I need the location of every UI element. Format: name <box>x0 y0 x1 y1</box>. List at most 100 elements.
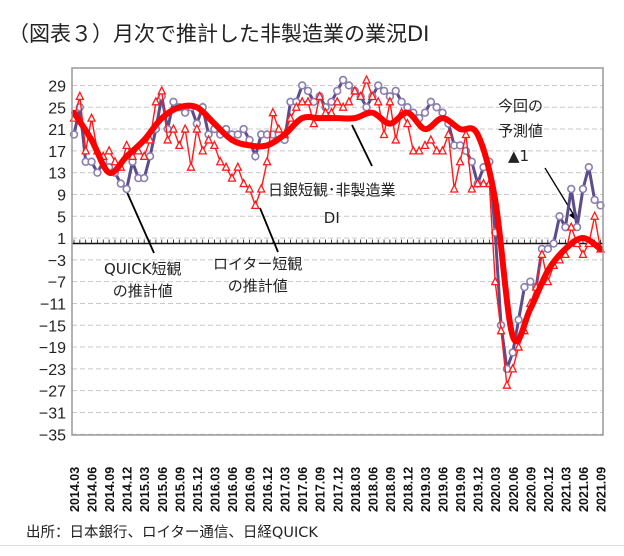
reuters-point <box>75 90 85 100</box>
reuters-point <box>408 145 418 155</box>
reuters-point <box>490 276 500 286</box>
reuters-point <box>326 107 336 117</box>
reuters-point <box>198 145 208 155</box>
reuters-point <box>315 90 325 100</box>
reuters-point <box>467 183 477 193</box>
reuters-point <box>449 183 459 193</box>
x-tick-label: 2016.03 <box>208 467 222 512</box>
reuters-point <box>461 129 471 139</box>
y-tick-label: 1 <box>57 231 66 248</box>
reuters-point <box>473 178 483 188</box>
annotation-leader-line <box>259 207 279 253</box>
x-tick-label: 2014.09 <box>103 467 117 512</box>
reuters-point <box>420 139 430 150</box>
quick-point <box>122 184 131 194</box>
quick-point <box>526 277 535 286</box>
y-tick-label: −11 <box>40 296 66 313</box>
x-tick-label: 2017.03 <box>279 467 293 512</box>
reuters-point <box>180 123 190 133</box>
x-tick-label: 2021.03 <box>559 467 573 512</box>
x-axis-labels: 2014.03 2014.06 2014.09 2014.12 2015.03 2015.… <box>68 467 609 512</box>
quick-point <box>549 239 558 248</box>
reuters-point <box>81 145 91 155</box>
y-tick-label: −23 <box>39 362 66 379</box>
quick-point <box>578 184 588 194</box>
reuters-point <box>209 139 219 150</box>
reuters-point <box>432 145 442 155</box>
annotation-leader-line <box>351 124 373 167</box>
quick-point <box>543 244 553 254</box>
forecast-value: ▲1 <box>508 147 530 165</box>
quick-point <box>391 86 400 96</box>
reuters-point <box>414 145 424 155</box>
quick-point <box>426 97 436 107</box>
quick-point <box>338 75 348 85</box>
reuters-point <box>373 96 383 106</box>
x-tick-label: 2021.06 <box>577 467 591 512</box>
x-tick-label: 2014.06 <box>86 467 100 512</box>
reuters-point <box>256 183 266 193</box>
y-tick-label: −3 <box>48 253 66 270</box>
quick-point <box>379 86 389 96</box>
x-tick-label: 2021.09 <box>595 467 609 512</box>
x-tick-label: 2019.12 <box>472 467 486 512</box>
x-tick-label: 2020.12 <box>542 467 556 512</box>
quick-point <box>584 163 593 172</box>
reuters-point <box>367 90 377 100</box>
forecast-annotation-line1: 今回の <box>498 97 544 115</box>
boj-annotation: 日銀短観･非製造業 DI <box>268 176 396 232</box>
y-tick-label: 9 <box>57 187 66 204</box>
y-tick-label: −15 <box>39 318 66 335</box>
y-tick-label: 29 <box>48 78 66 95</box>
reuters-point <box>168 123 179 133</box>
reuters-point <box>104 145 114 155</box>
reuters-point <box>590 210 600 220</box>
reuters-point <box>350 85 360 95</box>
reuters-point <box>151 96 161 106</box>
quick-point <box>233 130 243 139</box>
quick-point <box>93 168 102 177</box>
boj-annotation-line1: 日銀短観･非製造業 <box>268 181 396 199</box>
quick-point <box>520 282 529 292</box>
zero-axis <box>72 239 603 245</box>
quick-point <box>333 86 342 96</box>
reuters-point <box>437 145 448 155</box>
y-axis-labels: 29 25 21 17 13 9 5 1 −3 −7 −11 −15 −19 −23 −27 −31 −35 <box>39 78 66 444</box>
reuters-point <box>186 161 196 171</box>
reuters-point <box>578 248 588 259</box>
reuters-point <box>338 101 348 111</box>
x-tick-label: 2018.12 <box>401 467 415 512</box>
reuters-point <box>385 96 395 106</box>
gridlines <box>72 84 603 435</box>
reuters-point <box>221 161 231 171</box>
quick-point <box>374 81 383 90</box>
x-tick-label: 2018.06 <box>366 467 380 512</box>
reuters-point <box>203 134 214 144</box>
reuters-point <box>514 341 524 351</box>
quick-point <box>397 97 406 107</box>
quick-point <box>180 108 190 117</box>
x-tick-label: 2018.03 <box>349 467 363 512</box>
y-tick-label: −35 <box>39 427 66 444</box>
series-layer <box>69 74 606 389</box>
quick-point <box>169 97 178 107</box>
x-tick-label: 2014.03 <box>68 467 82 512</box>
y-tick-label: 13 <box>48 166 66 183</box>
plot-frame <box>71 67 604 436</box>
quick-annotation-line1: QUICK短観 <box>104 260 182 278</box>
quick-point <box>420 108 430 117</box>
reuters-point <box>262 156 272 166</box>
reuters-annotation-line1: ロイター短観 <box>213 255 303 273</box>
quick-annotation: QUICK短観 の推計値 <box>104 258 182 302</box>
x-tick-label: 2015.12 <box>191 467 205 512</box>
reuters-point <box>233 161 243 171</box>
y-tick-label: 25 <box>48 100 66 117</box>
chart-title: （図表３）月次で推計した非製造業の業況DI <box>8 22 430 46</box>
reuters-point <box>291 101 301 111</box>
quick-point <box>251 152 260 161</box>
forecast-annotation-line2: 予測値 <box>498 122 544 140</box>
x-tick-label: 2015.06 <box>156 467 170 512</box>
x-tick-label: 2015.09 <box>173 467 187 512</box>
x-tick-label: 2019.09 <box>454 467 468 512</box>
